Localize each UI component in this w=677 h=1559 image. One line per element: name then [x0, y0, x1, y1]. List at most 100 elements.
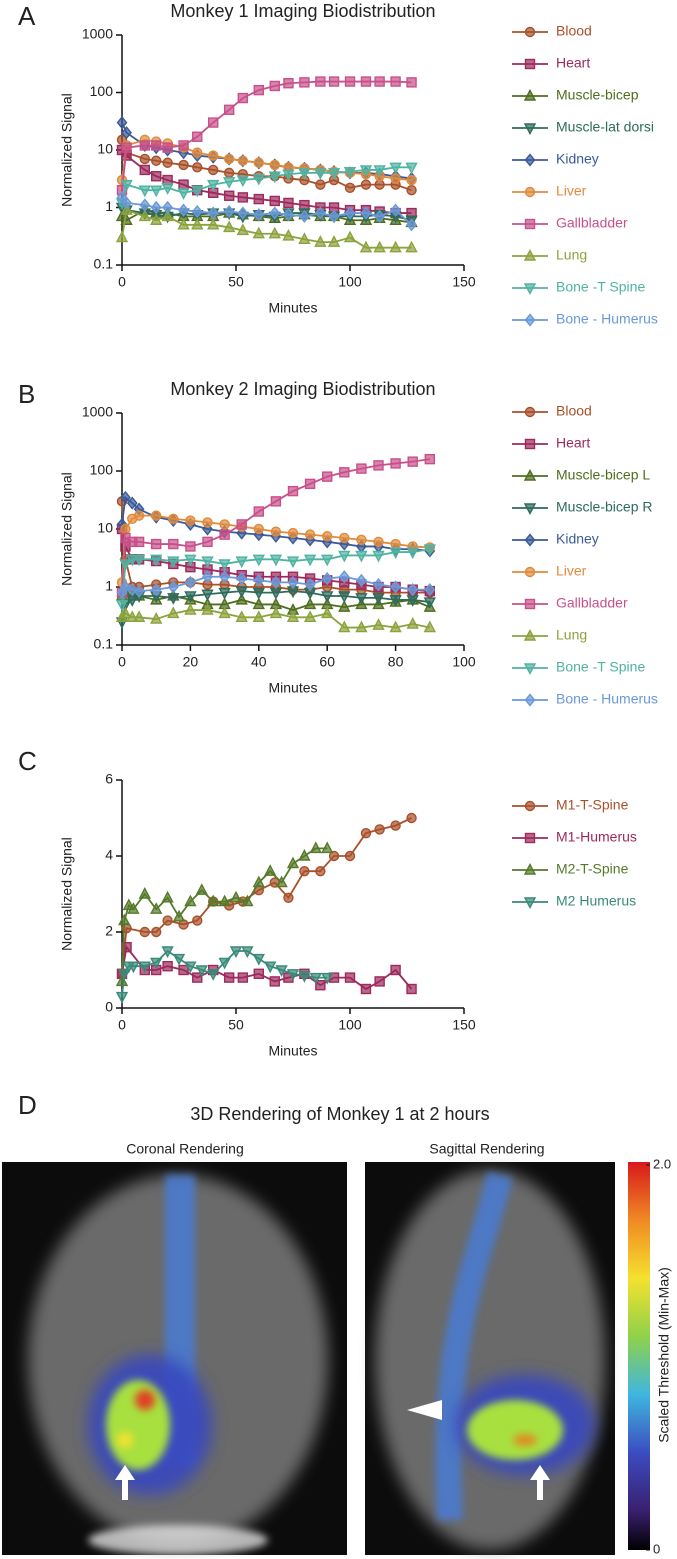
x-tick-label: 0 — [118, 654, 126, 670]
marker — [338, 570, 350, 584]
marker — [372, 550, 385, 563]
marker — [223, 220, 236, 233]
marker — [237, 972, 249, 983]
marker — [150, 554, 163, 567]
marker — [372, 618, 385, 630]
marker — [407, 583, 419, 597]
marker — [268, 226, 281, 239]
colorbar — [628, 1162, 650, 1550]
marker — [178, 964, 189, 976]
legend-marker — [524, 218, 536, 230]
legend-label: Liver — [556, 563, 587, 579]
marker — [138, 961, 151, 974]
marker — [184, 961, 197, 974]
marker — [344, 972, 356, 983]
marker — [195, 965, 208, 978]
legend-marker — [524, 832, 536, 844]
chart-title: Monkey 2 Imaging Biodistribution — [170, 379, 435, 399]
y-tick-label: 1 — [105, 198, 113, 214]
marker — [162, 142, 173, 153]
marker — [424, 453, 435, 465]
panel-label: A — [18, 1, 36, 31]
marker — [177, 217, 190, 230]
marker — [303, 597, 317, 610]
legend-marker — [524, 566, 536, 578]
marker — [177, 188, 190, 200]
legend-label: Kidney — [556, 151, 599, 167]
legend-marker — [523, 862, 537, 875]
marker — [168, 513, 179, 524]
legend-marker — [523, 897, 537, 910]
legend-marker — [524, 26, 536, 38]
marker — [343, 230, 357, 243]
marker — [338, 550, 351, 563]
marker — [218, 894, 231, 907]
marker — [139, 164, 151, 176]
marker — [321, 571, 333, 586]
marker — [283, 208, 294, 222]
marker — [139, 198, 151, 212]
marker — [355, 573, 367, 587]
marker — [192, 162, 203, 173]
legend-marker — [524, 153, 536, 167]
marker — [184, 894, 197, 907]
marker — [253, 573, 265, 587]
x-tick-label: 150 — [452, 1017, 476, 1033]
colorbar-tick-label: 0 — [653, 1541, 660, 1556]
legend-marker — [524, 598, 536, 610]
marker — [373, 536, 384, 548]
marker — [407, 456, 418, 467]
marker — [252, 597, 265, 610]
legend-label: Muscle-bicep R — [556, 499, 652, 515]
marker — [223, 177, 236, 189]
marker — [270, 496, 282, 507]
marker — [133, 584, 145, 598]
marker — [178, 203, 189, 217]
panel-label: D — [18, 1090, 37, 1120]
marker — [423, 597, 436, 610]
marker — [286, 856, 300, 869]
marker — [150, 583, 162, 597]
legend-marker — [524, 186, 536, 198]
marker — [168, 538, 179, 550]
marker — [344, 206, 356, 220]
marker — [338, 591, 351, 603]
marker — [162, 961, 173, 972]
marker — [229, 946, 243, 959]
legend-label: M1-T-Spine — [556, 797, 629, 813]
x-tick-label: 0 — [118, 274, 126, 290]
chart-title: Monkey 1 Imaging Biodistribution — [170, 1, 435, 21]
marker — [287, 575, 299, 590]
y-axis-label: Normalized Signal — [59, 93, 75, 207]
legend-label: Lung — [556, 627, 587, 643]
marker — [218, 587, 231, 600]
legend-marker — [523, 503, 537, 516]
marker — [374, 976, 385, 987]
marker — [304, 529, 316, 540]
marker — [161, 946, 174, 959]
marker — [303, 554, 317, 567]
marker — [150, 140, 162, 151]
legend-marker — [523, 248, 537, 261]
marker — [184, 575, 196, 590]
legend-marker — [524, 406, 536, 418]
marker — [327, 168, 341, 180]
marker — [406, 617, 419, 629]
marker — [236, 571, 248, 586]
marker — [161, 183, 174, 195]
coronal-image — [2, 1162, 347, 1555]
marker — [185, 541, 196, 552]
legend-marker — [524, 800, 536, 812]
marker — [390, 173, 401, 184]
marker — [390, 964, 401, 976]
marker — [314, 206, 326, 220]
marker — [315, 76, 326, 87]
marker — [207, 164, 219, 176]
marker — [406, 218, 417, 232]
legend-label: M1-Humerus — [556, 829, 637, 845]
marker — [389, 240, 402, 253]
marker — [390, 580, 402, 594]
marker — [344, 850, 356, 862]
marker — [127, 902, 140, 914]
marker — [424, 583, 436, 597]
